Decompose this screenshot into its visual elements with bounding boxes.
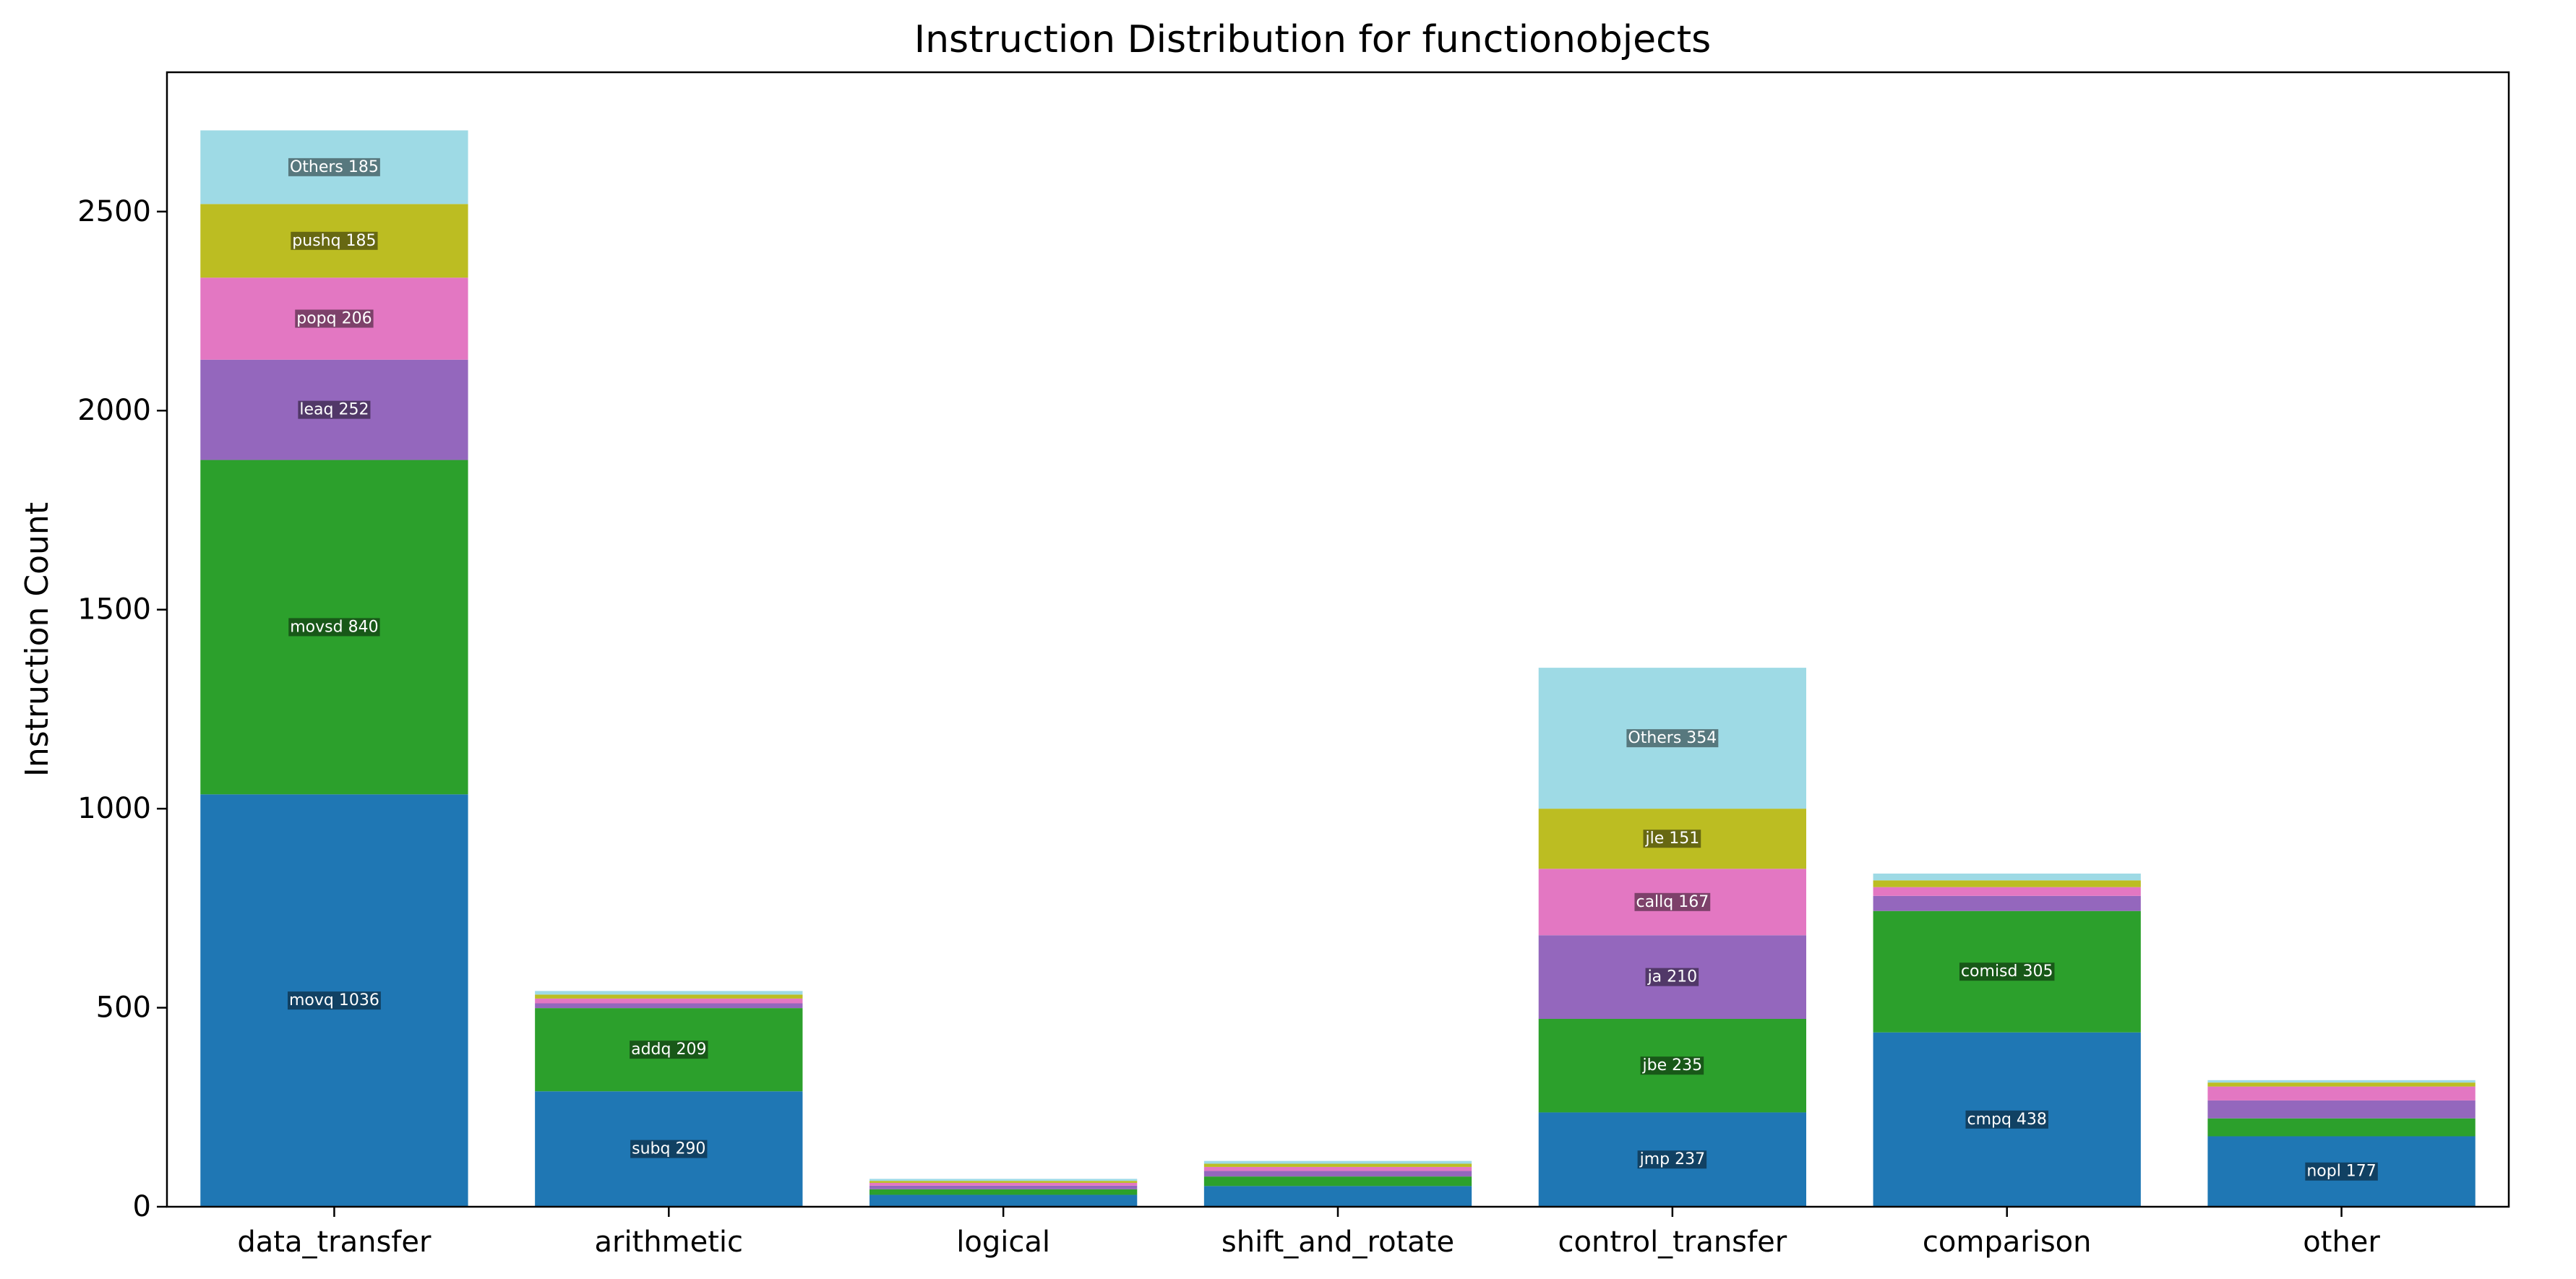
bar-segment-arithmetic-5 — [535, 991, 803, 995]
segment-label-bg — [1645, 968, 1699, 986]
x-tick-label-comparison: comparison — [1923, 1226, 2092, 1259]
segment-label-addq-209: addq 209 — [631, 1041, 706, 1059]
segment-label-bg — [630, 1041, 708, 1059]
x-tick-label-arithmetic: arithmetic — [595, 1226, 743, 1259]
segment-label-bg — [1643, 830, 1701, 848]
y-tick-label-0: 0 — [133, 1190, 151, 1223]
segment-label-bg — [1965, 1110, 2048, 1129]
bar-segment-comparison-4 — [1873, 880, 2141, 887]
segment-label-jmp-237: jmp 237 — [1639, 1150, 1706, 1168]
segment-label-bg — [630, 1140, 708, 1158]
x-tick-label-other: other — [2303, 1226, 2380, 1259]
bar-segment-shift-and-rotate-2 — [1203, 1171, 1472, 1177]
chart-title: Instruction Distribution for functionobj… — [914, 18, 1712, 61]
x-tick-label-shift-and-rotate: shift_and_rotate — [1222, 1226, 1454, 1259]
bar-segment-data-transfer-4 — [200, 204, 468, 278]
segment-label-others-354: Others 354 — [1628, 729, 1717, 747]
bar-segment-arithmetic-1 — [535, 1008, 803, 1092]
segment-label-bg — [1640, 1056, 1704, 1075]
bar-segment-data-transfer-0 — [200, 794, 468, 1207]
segment-label-bg — [291, 231, 378, 250]
y-tick-label-2000: 2000 — [77, 394, 151, 427]
x-axis: data_transfer arithmetic logical shift_and_… — [237, 1207, 2380, 1259]
bar-segment-other-1 — [2207, 1118, 2476, 1137]
bar-segment-arithmetic-0 — [535, 1091, 803, 1207]
bar-segment-logical-4 — [870, 1181, 1138, 1183]
segment-label-bg — [288, 158, 380, 176]
x-tick-label-data-transfer: data_transfer — [237, 1226, 432, 1259]
segment-label-movsd-840: movsd 840 — [290, 618, 378, 636]
bar-segment-control-transfer-3 — [1538, 869, 1806, 936]
bar-segment-control-transfer-0 — [1538, 1112, 1806, 1207]
segment-label-bg — [2305, 1162, 2378, 1181]
bar-segment-other-2 — [2207, 1100, 2476, 1119]
segment-label-bg — [298, 400, 371, 419]
bar-segment-logical-1 — [870, 1189, 1138, 1195]
segment-label-pushq-185: pushq 185 — [292, 232, 376, 250]
y-axis-label: Instruction Count — [19, 502, 56, 777]
segment-label-bg — [1959, 963, 2055, 981]
bar-segment-arithmetic-3 — [535, 998, 803, 1004]
segment-label-others-185: Others 185 — [290, 158, 379, 176]
segment-label-jle-151: jle 151 — [1644, 830, 1699, 848]
bar-segment-logical-3 — [870, 1182, 1138, 1186]
bar-segment-other-5 — [2207, 1080, 2476, 1083]
segment-label-bg — [288, 618, 380, 637]
bar-segment-logical-5 — [870, 1179, 1138, 1181]
bar-segment-comparison-5 — [1873, 873, 2141, 881]
bar-segment-comparison-3 — [1873, 887, 2141, 896]
y-tick-label-1000: 1000 — [77, 792, 151, 825]
y-tick-label-500: 500 — [96, 991, 151, 1025]
plot-frame — [166, 71, 2510, 1208]
segment-label-ja-210: ja 210 — [1647, 968, 1698, 986]
segment-label-bg — [295, 309, 374, 328]
bar-segment-logical-0 — [870, 1194, 1138, 1207]
bar-segment-comparison-0 — [1873, 1032, 2141, 1207]
bar-segment-shift-and-rotate-5 — [1203, 1160, 1472, 1164]
segment-label-jbe-235: jbe 235 — [1642, 1056, 1703, 1075]
bar-segment-shift-and-rotate-3 — [1203, 1166, 1472, 1171]
segment-label-comisd-305: comisd 305 — [1961, 963, 2053, 981]
segment-label-callq-167: callq 167 — [1636, 893, 1709, 911]
y-tick-label-2500: 2500 — [77, 195, 151, 228]
bar-segment-arithmetic-4 — [535, 994, 803, 999]
bars-group: movq 1036 movsd 840 leaq 252 popq 206 pushq … — [200, 130, 2476, 1207]
bar-segment-other-0 — [2207, 1136, 2476, 1207]
x-tick-label-logical: logical — [956, 1226, 1050, 1259]
bar-segment-other-3 — [2207, 1086, 2476, 1101]
y-tick-label-1500: 1500 — [77, 593, 151, 626]
bar-segment-data-transfer-5 — [200, 130, 468, 204]
bar-segment-control-transfer-5 — [1538, 668, 1806, 809]
bar-segment-data-transfer-3 — [200, 277, 468, 360]
bar-segment-shift-and-rotate-1 — [1203, 1176, 1472, 1187]
bar-segment-comparison-1 — [1873, 910, 2141, 1033]
segment-label-cmpq-438: cmpq 438 — [1967, 1111, 2046, 1129]
x-tick-label-control-transfer: control_transfer — [1558, 1226, 1787, 1259]
bar-segment-shift-and-rotate-0 — [1203, 1186, 1472, 1207]
bar-segment-data-transfer-1 — [200, 460, 468, 795]
segment-label-popq-206: popq 206 — [296, 309, 372, 327]
bar-segment-arithmetic-2 — [535, 1003, 803, 1009]
segment-label-bg — [1634, 892, 1711, 911]
bar-segment-comparison-2 — [1873, 895, 2141, 911]
segment-label-movq-1036: movq 1036 — [289, 991, 379, 1009]
bar-segment-control-transfer-2 — [1538, 935, 1806, 1019]
bar-segment-logical-2 — [870, 1185, 1138, 1189]
segment-label-subq-290: subq 290 — [632, 1140, 705, 1158]
bar-segment-data-transfer-2 — [200, 359, 468, 460]
segment-label-bg — [1626, 729, 1719, 748]
bar-segment-control-transfer-4 — [1538, 809, 1806, 869]
bar-segment-shift-and-rotate-4 — [1203, 1163, 1472, 1167]
bar-segment-control-transfer-1 — [1538, 1018, 1806, 1113]
segment-label-leaq-252: leaq 252 — [299, 401, 369, 419]
y-axis: 0 500 1000 1500 2000 2500 — [77, 195, 167, 1223]
segment-label-bg — [287, 991, 381, 1010]
segment-label-bg — [1637, 1150, 1707, 1169]
segment-label-nopl-177: nopl 177 — [2306, 1163, 2376, 1181]
bar-segment-other-4 — [2207, 1082, 2476, 1087]
